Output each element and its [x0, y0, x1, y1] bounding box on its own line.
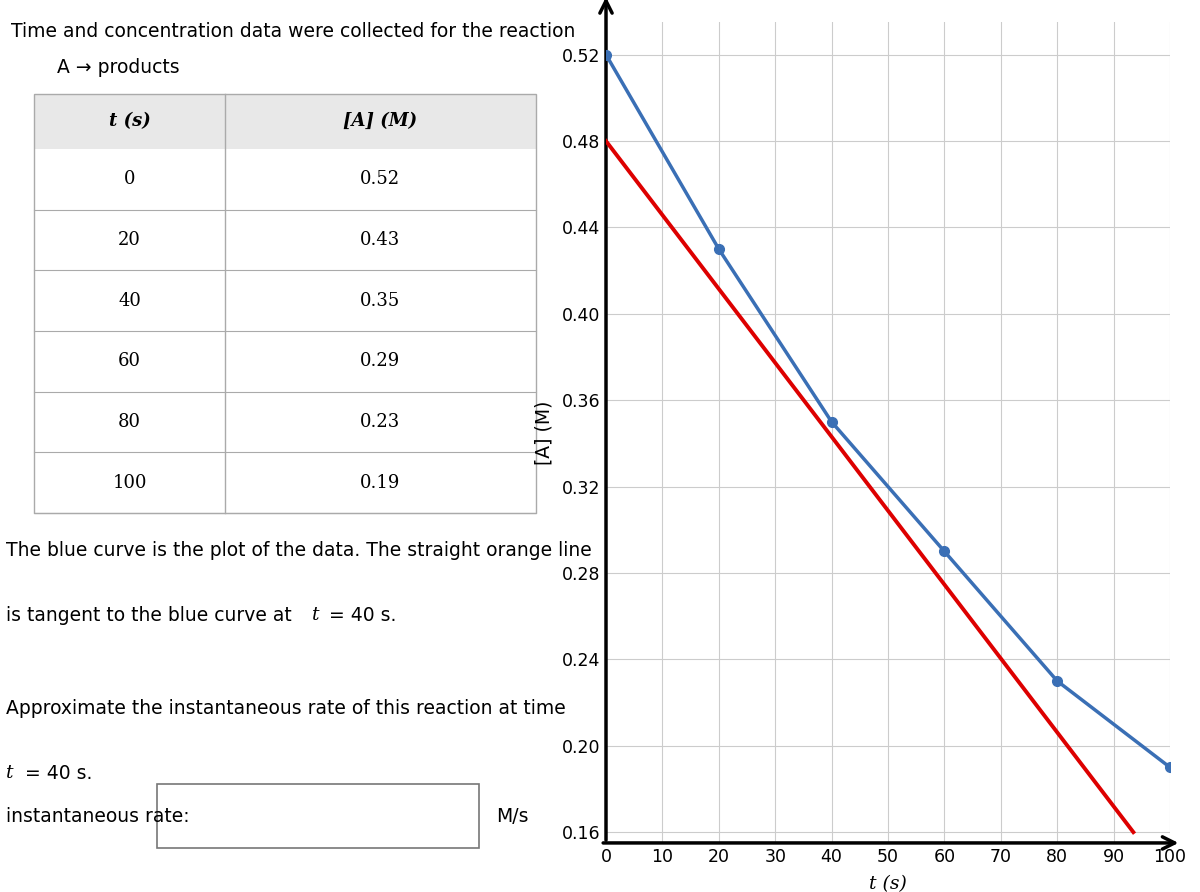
Text: = 40 s.: = 40 s. [19, 764, 92, 782]
Text: Approximate the instantaneous rate of this reaction at time: Approximate the instantaneous rate of th… [6, 699, 565, 718]
Bar [34, 94, 535, 513]
Text: 0.23: 0.23 [360, 413, 401, 431]
Text: 0.52: 0.52 [360, 170, 401, 188]
Text: 0.43: 0.43 [360, 231, 401, 249]
Text: 20: 20 [118, 231, 140, 249]
Text: A → products: A → products [58, 58, 180, 77]
Text: [A] (M): [A] (M) [343, 112, 418, 130]
Text: 100: 100 [113, 474, 146, 491]
Text: t: t [6, 764, 13, 781]
Text: t: t [312, 606, 319, 624]
Text: 0.35: 0.35 [360, 292, 401, 310]
Bar [34, 94, 535, 149]
Text: t (s): t (s) [109, 112, 150, 130]
Text: 60: 60 [118, 352, 142, 370]
Text: 80: 80 [118, 413, 142, 431]
Text: 0: 0 [124, 170, 136, 188]
Text: = 40 s.: = 40 s. [323, 606, 396, 624]
Text: M/s: M/s [496, 806, 528, 826]
Text: is tangent to the blue curve at: is tangent to the blue curve at [6, 606, 298, 624]
Text: 0.19: 0.19 [360, 474, 401, 491]
Y-axis label: [A] (M): [A] (M) [534, 401, 553, 465]
Text: Time and concentration data were collected for the reaction: Time and concentration data were collect… [12, 22, 576, 41]
Text: instantaneous rate:: instantaneous rate: [6, 806, 190, 826]
X-axis label: t (s): t (s) [869, 875, 907, 892]
Text: 0.29: 0.29 [360, 352, 401, 370]
Text: The blue curve is the plot of the data. The straight orange line: The blue curve is the plot of the data. … [6, 541, 592, 560]
Text: 40: 40 [118, 292, 140, 310]
Bar [157, 784, 479, 848]
